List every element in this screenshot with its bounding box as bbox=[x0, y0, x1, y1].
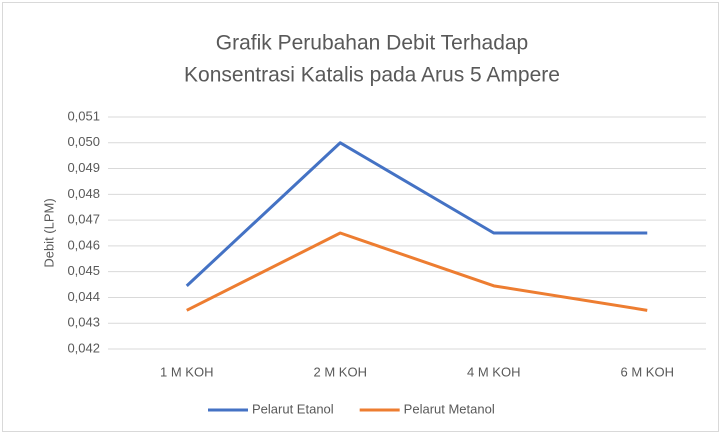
x-tick-label: 2 M KOH bbox=[314, 364, 367, 379]
x-tick-label: 1 M KOH bbox=[160, 364, 213, 379]
chart-title: Grafik Perubahan Debit Terhadap bbox=[216, 32, 528, 55]
data-line bbox=[186, 231, 648, 312]
y-tick-label: 0,048 bbox=[67, 186, 100, 201]
data-line bbox=[185, 141, 648, 287]
chart-title: Konsentrasi Katalis pada Arus 5 Ampere bbox=[184, 64, 560, 87]
legend-label: Pelarut Etanol bbox=[252, 401, 334, 416]
y-tick-label: 0,045 bbox=[67, 263, 100, 278]
y-axis-label: Debit (LPM) bbox=[41, 198, 56, 267]
x-tick-label: 6 M KOH bbox=[621, 364, 674, 379]
y-tick-label: 0,047 bbox=[67, 212, 100, 227]
y-tick-label: 0,051 bbox=[67, 108, 100, 123]
y-tick-label: 0,049 bbox=[67, 160, 100, 175]
x-tick-label: 4 M KOH bbox=[467, 364, 520, 379]
y-tick-label: 0,050 bbox=[67, 134, 100, 149]
legend-label: Pelarut Metanol bbox=[404, 401, 495, 416]
y-tick-label: 0,042 bbox=[67, 340, 100, 355]
y-tick-label: 0,046 bbox=[67, 237, 100, 252]
y-tick-label: 0,043 bbox=[67, 315, 100, 330]
y-tick-label: 0,044 bbox=[67, 289, 100, 304]
